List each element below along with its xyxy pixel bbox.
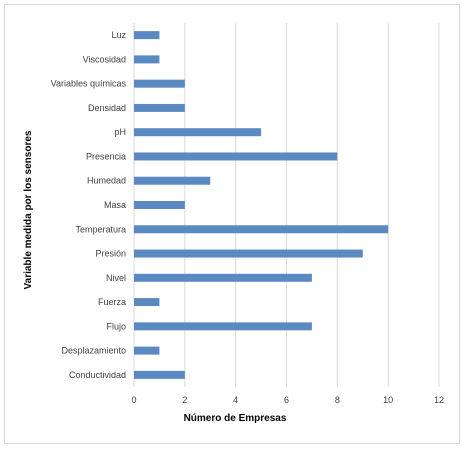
category-label: Presencia [86, 151, 126, 161]
x-tick-label: 4 [233, 395, 238, 405]
bar-chart: Luz Viscosidad Variables químicas Densidad p… [23, 23, 444, 424]
x-tick-label: 6 [284, 395, 289, 405]
category-label: Presión [95, 249, 126, 259]
x-axis-title: Número de Empresas [184, 413, 287, 424]
bar [134, 370, 185, 379]
bar [134, 31, 160, 40]
category-label: Fuerza [98, 297, 126, 307]
bar [134, 55, 160, 64]
bar [134, 201, 185, 209]
bar [134, 298, 160, 307]
category-label: Humedad [87, 176, 126, 186]
x-tick-label: 0 [131, 395, 136, 405]
bar [134, 128, 262, 137]
bar [134, 176, 211, 185]
x-tick-label: 8 [335, 395, 340, 405]
category-label: pH [114, 127, 126, 137]
bar [134, 79, 185, 88]
chart-frame: Luz Viscosidad Variables químicas Densidad p… [4, 4, 460, 444]
category-label: Desplazamiento [61, 346, 126, 356]
category-label: Conductividad [69, 370, 126, 380]
bar [134, 249, 363, 258]
category-label: Viscosidad [83, 54, 126, 64]
x-tick-label: 12 [434, 395, 444, 405]
bars [134, 31, 389, 379]
category-label: Variables químicas [51, 79, 127, 89]
bar [134, 273, 312, 282]
bar [134, 225, 389, 234]
category-label: Luz [111, 30, 126, 40]
bar [134, 346, 160, 355]
x-tick-label: 2 [182, 395, 187, 405]
category-label: Flujo [106, 321, 126, 331]
x-tick-label: 10 [383, 395, 393, 405]
bar [134, 322, 312, 331]
bar [134, 103, 185, 112]
category-label: Nivel [106, 273, 126, 283]
category-label: Masa [104, 200, 126, 210]
bar [134, 152, 338, 161]
y-axis-title: Variable medida por los sensores [23, 130, 34, 289]
category-label: Temperatura [75, 224, 126, 234]
x-tick-labels: 0 2 4 6 8 10 12 [131, 395, 444, 405]
category-label: Densidad [88, 103, 126, 113]
category-labels: Luz Viscosidad Variables químicas Densidad p… [51, 30, 127, 380]
